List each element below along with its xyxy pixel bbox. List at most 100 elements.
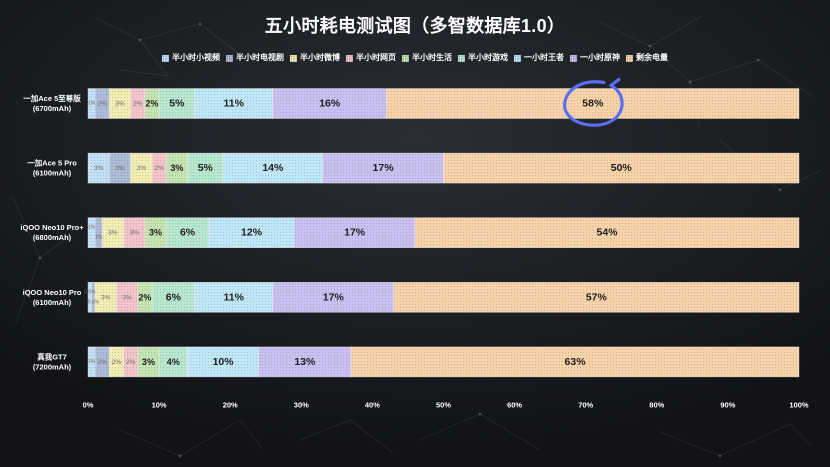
data-label-value: 4 [167,357,172,367]
data-label-suffix: % [150,99,158,109]
legend-label: 半小时游戏 [468,53,508,62]
data-label: 2% [133,100,143,107]
data-label: 1% [88,101,96,107]
data-label: 3% [115,165,125,172]
x-tick-label: 60% [507,401,522,410]
data-label-value: 11 [224,98,235,110]
data-label-suffix: % [175,163,183,173]
data-label-value: 3 [170,163,175,173]
data-label: 6% [166,291,182,303]
data-label-suffix: % [91,289,96,295]
bar-segment [194,88,274,119]
data-label-suffix: % [384,162,394,174]
legend-item: 半小时微博 [290,52,340,64]
data-label-suffix: % [576,356,586,368]
data-label: 3% [108,229,118,236]
data-label: 5% [169,98,185,110]
data-label: 11% [224,98,245,110]
legend-swatch [626,54,633,62]
data-label-suffix: % [224,356,234,368]
data-label: 3% [149,228,162,238]
row-label: iQOO Neo10 Pro [23,288,82,297]
data-label-suffix: % [154,228,162,238]
data-label-value: 3 [137,165,141,172]
bar-segment [151,281,195,313]
network-node [778,188,782,192]
data-label: 5% [198,162,214,174]
data-label-suffix: % [594,98,604,110]
data-label-suffix: % [143,292,151,302]
bar-segment [165,217,210,248]
data-label: 3% [94,165,104,172]
chart-title: 五小时耗电测试图（多智数据库1.0） [264,16,566,36]
data-label-suffix: % [91,101,96,107]
network-node [648,44,652,48]
data-label-suffix: % [175,98,185,110]
data-label: 3% [101,294,111,301]
x-tick-label: 40% [365,401,380,410]
bar-segment [94,217,103,248]
data-label-value: 17 [373,162,385,174]
data-label: 50% [611,162,633,174]
data-label-suffix: % [98,235,103,241]
data-label-value: 2 [98,358,102,365]
data-label-value: 0.5 [84,289,91,295]
network-node [478,412,482,416]
data-label-value: 58 [582,98,594,110]
data-label: 4% [167,357,180,367]
x-tick-label: 80% [649,401,664,410]
data-label: 58% [582,98,604,110]
data-label: 3% [142,357,155,367]
data-label-suffix: % [356,227,366,239]
data-label-value: 2 [112,358,116,365]
legend-item: 半小时电视剧 [226,52,284,64]
bar-segment [272,281,395,313]
data-label-value: 13 [294,356,306,368]
data-label-suffix: % [137,100,143,107]
row-sublabel: (6100mAh) [33,169,72,178]
data-label-suffix: % [105,294,111,301]
legend-swatch [514,54,521,62]
bar-segment [87,281,92,313]
bar-segment [258,346,352,378]
data-label: 57% [586,291,608,303]
legend-swatch [458,54,465,62]
bar-segment [87,217,96,248]
row-label: 真我GT7 [37,351,67,361]
data-label: 1% [95,235,103,241]
bar-segment [293,217,416,248]
bar-segments [87,88,800,378]
data-label-value: 0.5 [88,299,95,305]
data-label: 3% [137,165,147,172]
bar-segment [272,88,387,119]
data-label-value: 10 [213,356,225,368]
bar-segment [187,152,224,184]
data-label-value: 3 [122,294,126,301]
x-axis: 0% 10% 20% 30% 40% 50% 60% 70% 80% 90% 100% [83,401,809,410]
data-label-value: 54 [597,227,609,239]
legend-label: 半小时小视频 [172,53,220,62]
data-label-value: 1 [95,235,98,241]
bar-segment [158,346,188,378]
data-label-value: 2 [98,100,102,107]
data-label-value: 1 [88,101,91,107]
legend-label: 一小时王者 [524,53,564,62]
data-label: 2% [98,358,108,365]
network-node [138,38,142,42]
data-label-value: 1 [88,225,91,231]
legend-item: 半小时网页 [346,52,396,64]
data-label: 54% [597,227,619,239]
data-label-value: 3 [108,229,112,236]
data-label-suffix: % [140,165,146,172]
data-label-value: 5 [169,98,175,110]
data-label: 6% [180,227,196,239]
data-labels: 1% 2% 3% 2% 2% 5% 11% 16% 58%3% 3% 3% 2% 3% 5% 14% 17% 5… [84,98,632,368]
data-label: 14% [262,162,284,174]
data-label-suffix: % [235,98,245,110]
data-label-suffix: % [119,100,125,107]
data-label-value: 2 [154,165,158,172]
data-label-suffix: % [172,291,182,303]
data-label: 1% [88,225,96,231]
data-label-value: 17 [344,227,356,239]
